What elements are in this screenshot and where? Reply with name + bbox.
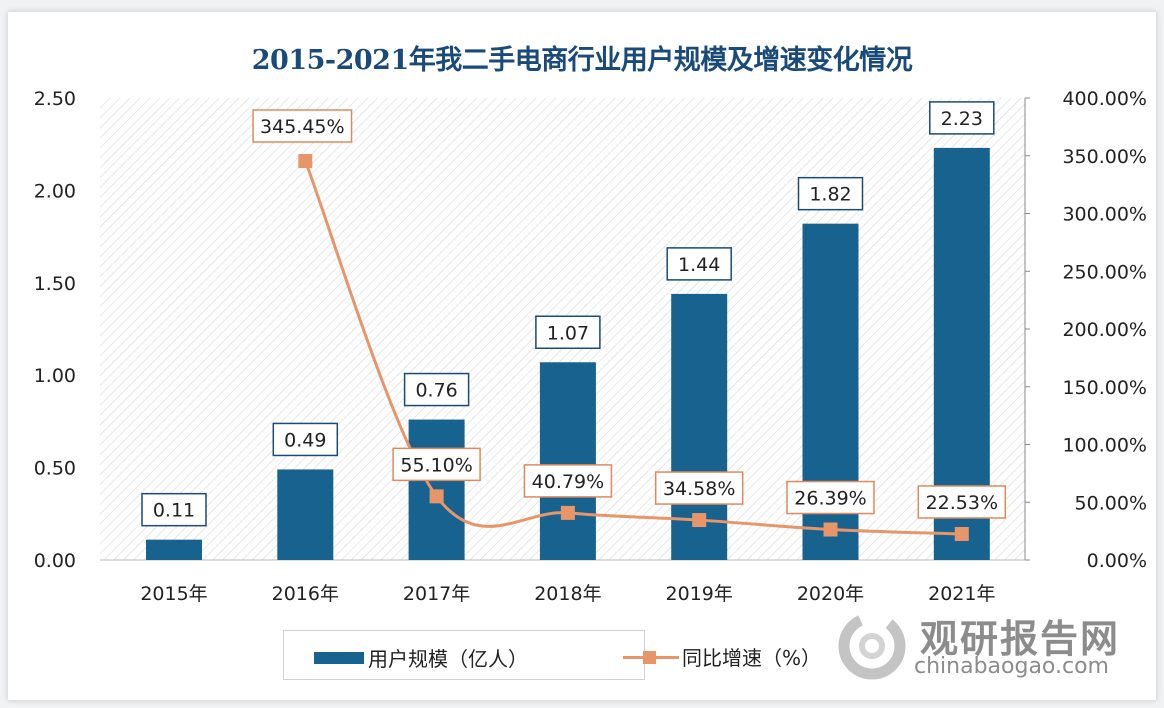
bar: [539, 362, 596, 560]
growth-marker: [692, 513, 707, 528]
bar-data-label-box: [929, 101, 995, 135]
x-axis-tick-label: 2021年: [928, 583, 995, 605]
x-axis-tick-label: 2017年: [403, 583, 470, 605]
legend-line-swatch-icon: [623, 649, 679, 665]
bar-data-label-box: [403, 372, 470, 407]
right-axis-tick-label: 150.00%: [1062, 377, 1147, 399]
chart-title: 2015-2021年我二手电商行业用户规模及增速变化情况: [251, 45, 913, 76]
growth-data-label-box: [392, 447, 481, 482]
right-axis-tick-label: 250.00%: [1062, 261, 1147, 283]
bar-data-label-box: [535, 315, 601, 350]
right-axis-tick-label: 400.00%: [1062, 88, 1147, 110]
x-axis-tick-label: 2015年: [140, 583, 207, 605]
bar-data-label: 1.44: [678, 254, 720, 276]
right-axis-tick-label: 300.00%: [1062, 204, 1147, 226]
bar: [146, 539, 202, 560]
growth-data-label-box: [654, 471, 744, 505]
growth-data-label-box: [917, 485, 1007, 519]
x-axis-tick-label: 2016年: [272, 583, 339, 605]
left-axis-tick-label: 1.00: [34, 365, 76, 387]
left-axis-tick-label: 2.00: [34, 180, 76, 202]
growth-data-label: 345.45%: [260, 116, 345, 138]
growth-data-label-box: [523, 464, 613, 498]
legend-item-users: 用户规模（亿人）: [314, 643, 528, 672]
bar-data-label-box: [272, 422, 339, 457]
left-axis-tick-label: 2.50: [34, 88, 76, 110]
growth-marker: [823, 522, 838, 537]
bar-data-label-box: [666, 247, 732, 281]
bar-data-label-box: [141, 492, 207, 527]
right-axis-tick-label: 100.00%: [1062, 435, 1147, 457]
growth-data-label: 22.53%: [926, 492, 998, 514]
right-axis-tick-label: 50.00%: [1075, 492, 1147, 514]
watermark: 观研报告网 chinabaogao.com: [830, 608, 1140, 688]
bar-data-label: 0.11: [153, 500, 195, 522]
bar-data-label-box: [797, 176, 864, 211]
legend: 用户规模（亿人）: [283, 630, 645, 680]
right-axis-tick-label: 350.00%: [1062, 146, 1147, 168]
x-axis-tick-label: 2019年: [666, 583, 733, 605]
left-axis-tick-label: 0.50: [34, 458, 76, 480]
growth-data-label-box: [786, 480, 875, 515]
left-axis-tick-label: 1.50: [34, 273, 76, 295]
growth-data-label: 55.10%: [400, 454, 472, 476]
watermark-logo-icon: [838, 612, 906, 680]
growth-marker: [429, 489, 444, 504]
bar: [277, 469, 334, 560]
bar-data-label: 0.76: [415, 380, 457, 402]
growth-data-label: 34.58%: [663, 478, 735, 500]
legend-bar-swatch-icon: [314, 651, 364, 664]
bar-data-label: 1.07: [547, 322, 589, 344]
bar-data-label: 1.82: [809, 184, 851, 206]
bar-data-label: 2.23: [941, 108, 983, 130]
legend-item-growth: 同比增速（%）: [623, 642, 821, 671]
growth-data-label: 40.79%: [532, 471, 604, 493]
right-axis-tick-label: 0.00%: [1087, 550, 1147, 572]
growth-marker: [954, 526, 969, 541]
growth-marker: [298, 154, 313, 169]
left-axis-tick-label: 0.00: [34, 550, 76, 572]
right-axis-tick-label: 200.00%: [1062, 319, 1147, 341]
growth-data-label-box: [252, 109, 353, 143]
x-axis-tick-label: 2020年: [797, 583, 864, 605]
x-axis-tick-label: 2018年: [534, 583, 601, 605]
bar-data-label: 0.49: [284, 429, 326, 451]
growth-data-label: 26.39%: [794, 488, 866, 510]
growth-marker: [560, 505, 575, 520]
